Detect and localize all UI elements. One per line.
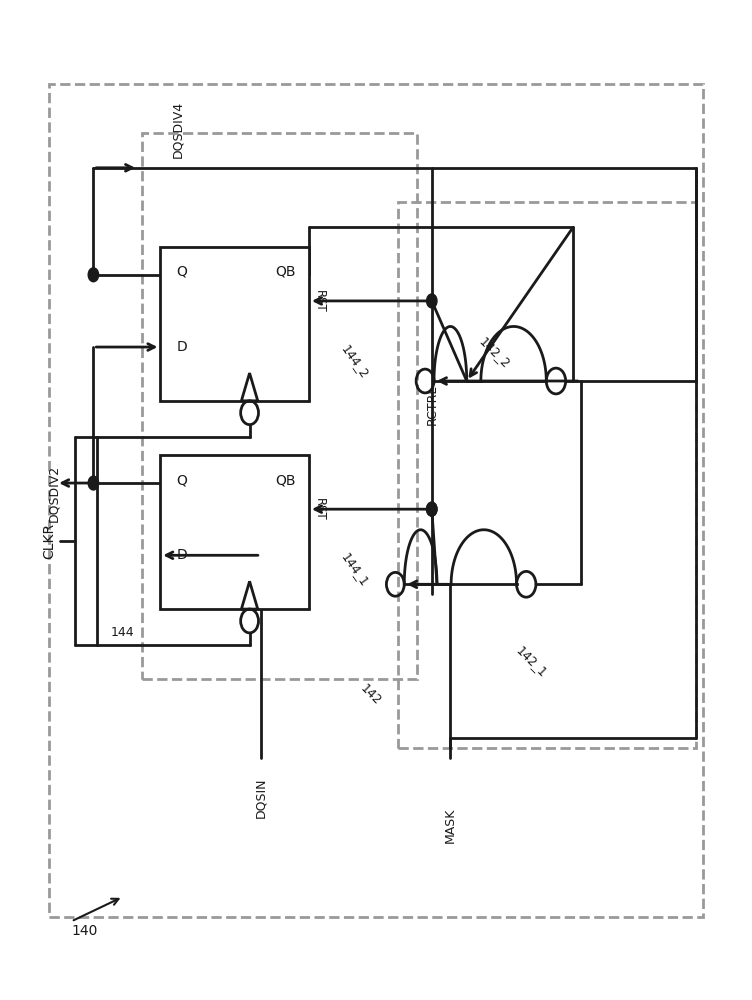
Text: MASK: MASK [444, 807, 457, 843]
Circle shape [426, 502, 437, 516]
Circle shape [426, 502, 437, 516]
Text: DQSIN: DQSIN [254, 778, 267, 818]
Bar [49, 84, 703, 916]
Text: DQSDIV2: DQSDIV2 [47, 464, 60, 522]
Text: 144_2: 144_2 [339, 343, 371, 381]
Bar [141, 133, 417, 678]
Bar [160, 247, 309, 401]
Text: 142_2: 142_2 [477, 335, 512, 371]
Text: 144: 144 [111, 626, 135, 639]
Text: D: D [177, 548, 187, 562]
Text: 142_1: 142_1 [514, 644, 550, 680]
Bar [399, 202, 696, 748]
Text: QB: QB [275, 473, 296, 487]
Text: RST: RST [313, 498, 326, 521]
Text: RCTRL: RCTRL [426, 385, 438, 425]
Text: 144_1: 144_1 [339, 551, 371, 589]
Text: DQSDIV4: DQSDIV4 [171, 101, 184, 158]
Text: CLKR: CLKR [42, 523, 56, 559]
Text: RST: RST [313, 290, 326, 312]
Bar [160, 455, 309, 609]
Text: Q: Q [177, 473, 187, 487]
Text: QB: QB [275, 265, 296, 279]
Text: Q: Q [177, 265, 187, 279]
Text: 140: 140 [71, 924, 98, 938]
Circle shape [88, 476, 99, 490]
Circle shape [88, 268, 99, 282]
Text: D: D [177, 340, 187, 354]
Text: 142: 142 [357, 682, 384, 708]
Circle shape [426, 294, 437, 308]
